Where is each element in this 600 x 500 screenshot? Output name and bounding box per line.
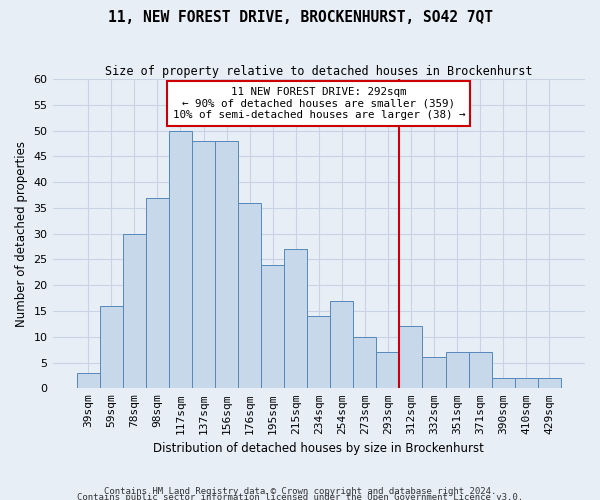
- Bar: [77, 373, 100, 388]
- Text: 11 NEW FOREST DRIVE: 292sqm
← 90% of detached houses are smaller (359)
10% of se: 11 NEW FOREST DRIVE: 292sqm ← 90% of det…: [173, 87, 465, 120]
- Bar: [538, 378, 561, 388]
- Bar: [515, 378, 538, 388]
- Text: Contains public sector information licensed under the Open Government Licence v3: Contains public sector information licen…: [77, 492, 523, 500]
- Bar: [100, 306, 123, 388]
- Bar: [169, 130, 192, 388]
- Bar: [353, 337, 376, 388]
- Bar: [284, 249, 307, 388]
- Bar: [123, 234, 146, 388]
- Bar: [446, 352, 469, 389]
- Bar: [238, 203, 261, 388]
- Bar: [215, 141, 238, 388]
- Bar: [422, 358, 446, 388]
- Bar: [261, 264, 284, 388]
- X-axis label: Distribution of detached houses by size in Brockenhurst: Distribution of detached houses by size …: [154, 442, 484, 455]
- Bar: [307, 316, 330, 388]
- Title: Size of property relative to detached houses in Brockenhurst: Size of property relative to detached ho…: [105, 65, 533, 78]
- Bar: [192, 141, 215, 388]
- Y-axis label: Number of detached properties: Number of detached properties: [15, 140, 28, 326]
- Bar: [491, 378, 515, 388]
- Bar: [400, 326, 422, 388]
- Bar: [376, 352, 400, 389]
- Text: Contains HM Land Registry data © Crown copyright and database right 2024.: Contains HM Land Registry data © Crown c…: [104, 486, 496, 496]
- Bar: [146, 198, 169, 388]
- Bar: [469, 352, 491, 389]
- Text: 11, NEW FOREST DRIVE, BROCKENHURST, SO42 7QT: 11, NEW FOREST DRIVE, BROCKENHURST, SO42…: [107, 10, 493, 25]
- Bar: [330, 300, 353, 388]
